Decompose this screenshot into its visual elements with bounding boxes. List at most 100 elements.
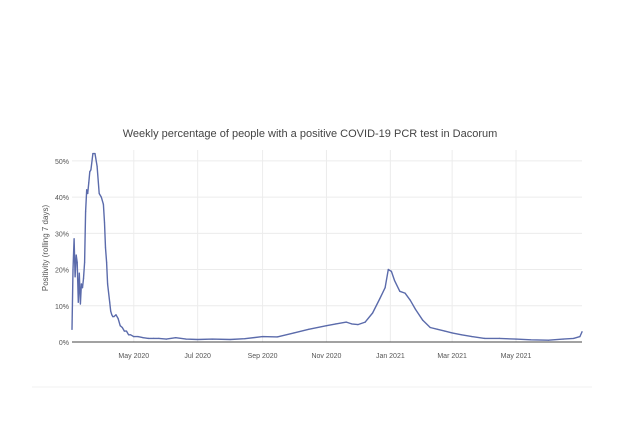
- data-point: [98, 192, 100, 195]
- x-tick-label: May 2020: [118, 353, 149, 360]
- data-point: [393, 279, 396, 281]
- data-point: [351, 323, 353, 325]
- data-point: [262, 336, 264, 338]
- data-point: [530, 339, 532, 341]
- data-point: [94, 153, 96, 155]
- data-point: [364, 321, 366, 323]
- x-tick-label: Sep 2020: [248, 353, 278, 360]
- data-point: [429, 326, 431, 329]
- data-point: [71, 328, 73, 330]
- data-point: [102, 203, 104, 205]
- data-point: [308, 328, 310, 330]
- data-point: [106, 261, 108, 263]
- data-point: [78, 272, 80, 274]
- data-point: [562, 338, 564, 340]
- data-point: [107, 283, 109, 285]
- data-point: [76, 261, 78, 263]
- y-tick-label: 20%: [55, 268, 69, 275]
- y-axis-label: Positivity (rolling 7 days): [41, 205, 50, 292]
- data-point: [121, 326, 123, 329]
- data-point: [335, 323, 337, 325]
- data-point: [451, 332, 453, 334]
- data-point: [211, 338, 213, 340]
- data-point: [130, 334, 132, 336]
- data-point: [128, 334, 130, 336]
- data-point: [461, 334, 463, 336]
- data-point: [123, 330, 125, 332]
- data-point: [137, 336, 139, 338]
- data-point: [579, 336, 581, 338]
- data-point: [110, 310, 112, 312]
- data-point: [85, 211, 87, 213]
- data-point: [104, 247, 107, 249]
- data-point: [82, 278, 85, 280]
- data-point: [444, 330, 446, 332]
- x-tick-label: May 2021: [501, 353, 532, 360]
- data-point: [409, 299, 411, 301]
- y-tick-label: 0%: [59, 340, 69, 347]
- y-tick-label: 50%: [55, 159, 69, 166]
- data-point: [74, 276, 76, 278]
- data-point: [345, 321, 347, 323]
- data-point: [404, 292, 406, 294]
- data-point: [117, 317, 119, 320]
- chart-title: Weekly percentage of people with a posit…: [123, 128, 498, 140]
- x-tick-label: Nov 2020: [311, 353, 341, 360]
- data-point: [86, 189, 88, 191]
- data-point: [357, 324, 359, 326]
- y-tick-label: 30%: [55, 231, 69, 238]
- data-point: [547, 339, 550, 341]
- data-point: [399, 290, 401, 292]
- data-point: [72, 268, 74, 271]
- data-point: [73, 238, 75, 240]
- data-point: [147, 337, 149, 339]
- data-point: [96, 165, 98, 167]
- data-point: [573, 337, 575, 339]
- data-point: [81, 287, 84, 289]
- data-point: [88, 182, 90, 184]
- data-point: [581, 331, 583, 333]
- data-point: [89, 171, 91, 173]
- x-tick-label: Jul 2020: [184, 353, 211, 360]
- axes: 0% 10% 20% 30% 40% 50% May 2020 Jul 2020 Sep 202…: [55, 159, 582, 360]
- data-point: [436, 328, 439, 330]
- x-tick-label: Mar 2021: [437, 353, 467, 360]
- data-point: [484, 337, 486, 339]
- data-point: [87, 192, 89, 195]
- data-point: [119, 325, 121, 327]
- data-point: [498, 337, 500, 339]
- data-point: [111, 314, 113, 316]
- data-point: [125, 330, 128, 332]
- data-point: [80, 283, 82, 285]
- y-tick-label: 40%: [55, 195, 69, 202]
- data-point: [229, 338, 231, 341]
- data-point: [109, 301, 111, 303]
- y-tick-label: 10%: [55, 304, 69, 311]
- data-point: [103, 221, 106, 224]
- data-point: [142, 337, 144, 339]
- data-point: [112, 316, 114, 318]
- x-tick-label: Jan 2021: [376, 353, 405, 360]
- data-point: [387, 268, 389, 271]
- series-layer: [71, 152, 583, 341]
- gridlines: [72, 150, 582, 342]
- data-point: [84, 261, 86, 263]
- data-point: [100, 196, 102, 198]
- data-point: [384, 287, 386, 289]
- data-point: [90, 169, 92, 171]
- data-point: [372, 312, 374, 314]
- data-point: [153, 337, 155, 339]
- data-point: [175, 337, 177, 339]
- data-point: [197, 338, 199, 341]
- data-point: [77, 301, 79, 303]
- data-point: [158, 337, 160, 339]
- data-point: [113, 316, 115, 318]
- data-point: [390, 270, 392, 272]
- data-point: [293, 332, 295, 334]
- data-point: [276, 336, 278, 338]
- data-point: [92, 153, 94, 155]
- data-point: [325, 325, 328, 327]
- data-point: [133, 336, 135, 338]
